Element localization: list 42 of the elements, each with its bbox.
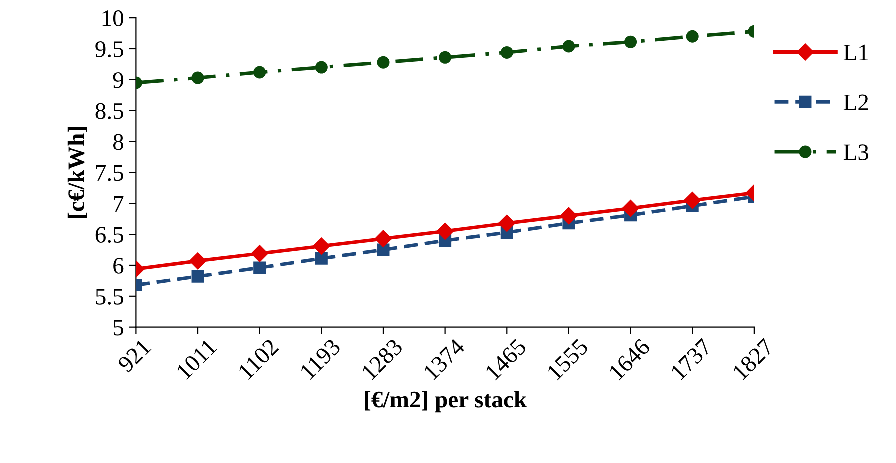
y-tick-label: 5 (114, 320, 124, 336)
y-tick-label: 8 (113, 134, 124, 150)
x-axis-title: [€/m2] per stack (365, 391, 528, 413)
point (622, 200, 640, 218)
x-tick-label: 1102 (238, 338, 280, 380)
point (562, 40, 576, 53)
point (377, 56, 390, 69)
point (374, 230, 392, 248)
legend-label: L2 (844, 94, 868, 110)
point (192, 270, 204, 283)
point (624, 36, 638, 48)
point (560, 207, 578, 225)
y-tick-label: 6.5 (96, 227, 124, 244)
y-tick-label: 9.5 (96, 42, 124, 58)
x-tick-label: 1011 (176, 338, 218, 380)
point (313, 238, 330, 255)
point (192, 72, 204, 84)
point (686, 30, 699, 43)
point (315, 61, 328, 74)
y-tick-label: 10 (102, 10, 124, 26)
point (498, 214, 516, 232)
y-axis-title: [c€/kWh] (68, 127, 88, 218)
point (684, 192, 702, 210)
point (315, 252, 328, 265)
y-tick-label: 7 (114, 196, 124, 212)
point (436, 222, 454, 240)
point (189, 252, 207, 270)
y-tick-label: 5.5 (96, 289, 124, 305)
y-tick-label: 6 (114, 258, 124, 274)
point (377, 244, 390, 256)
point (251, 245, 268, 262)
x-tick-label: 1193 (300, 338, 342, 380)
y-tick-label: 8.5 (96, 103, 124, 120)
legend-label: L1 (844, 44, 868, 61)
y-tick-label: 9 (113, 72, 124, 88)
legend-label: L3 (844, 144, 869, 161)
point (500, 46, 514, 59)
point (254, 66, 266, 79)
point (254, 262, 266, 274)
x-tick-label: 921 (117, 338, 152, 374)
point (439, 51, 452, 64)
y-tick-label: 7.5 (96, 165, 124, 182)
